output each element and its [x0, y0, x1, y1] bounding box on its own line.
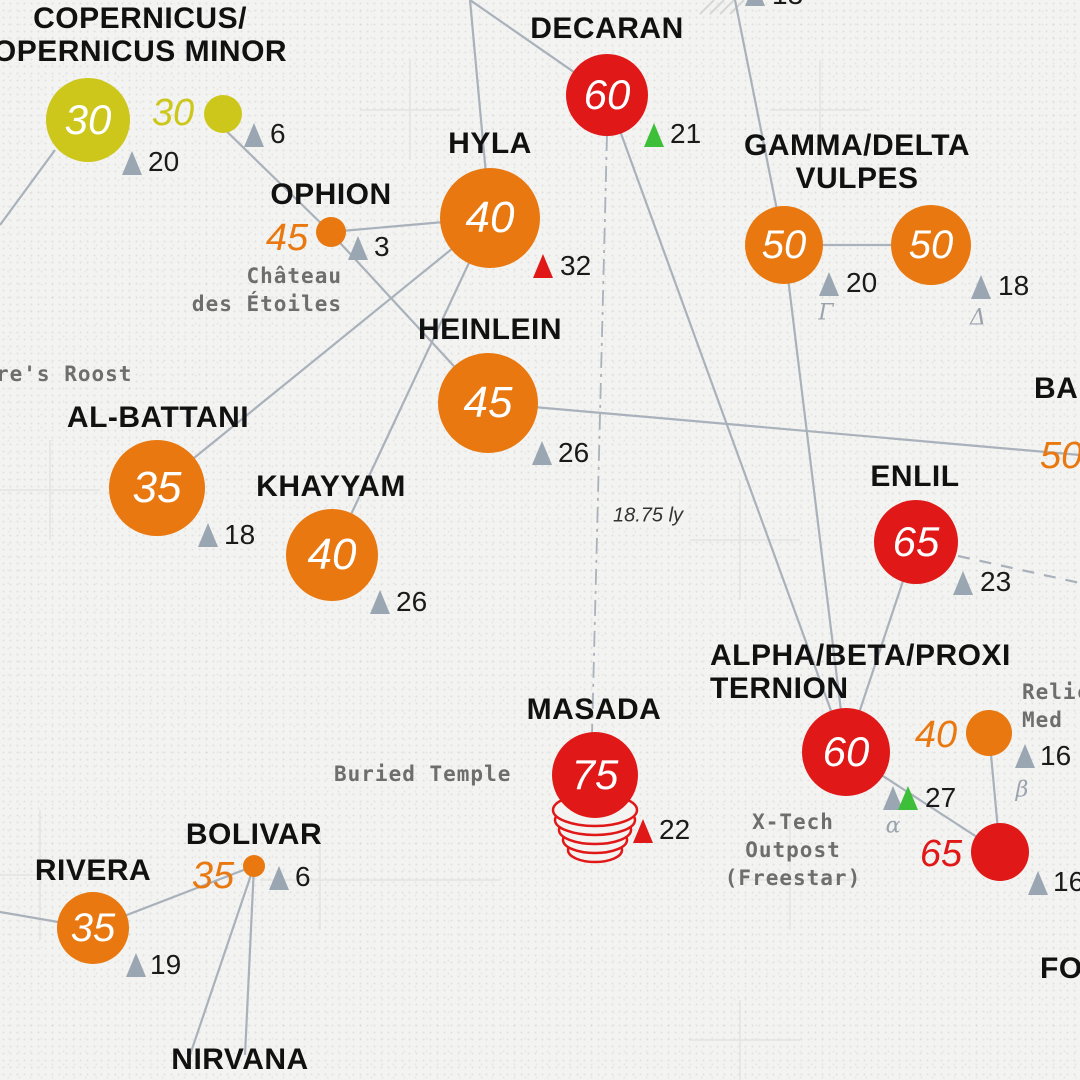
poi-buried-temple[interactable]: Buried Temple — [334, 762, 512, 786]
system-name-copernicus[interactable]: COPERNICUS/ OPERNICUS MINOR — [0, 2, 288, 68]
outpost-count-icon — [633, 819, 653, 843]
route-hyla-khayyam — [331, 217, 491, 556]
outpost-count-beta: 16 — [1040, 740, 1072, 771]
level-bann: 50 — [1040, 435, 1080, 477]
outpost-count-icon — [898, 786, 918, 810]
outpost-count-icon — [1015, 744, 1035, 768]
poi-x-tech-outpost[interactable]: X-Tech Outpost (Freestar) — [724, 810, 862, 890]
system-name-heinlein[interactable]: HEINLEIN — [417, 313, 563, 346]
system-name-alpha-beta-proxi-ternion[interactable]: ALPHA/BETA/PROXI TERNION — [710, 639, 1011, 705]
outpost-count-alpha: 27 — [925, 782, 957, 813]
moon-bolivar[interactable] — [243, 855, 265, 877]
greek-gamma-label: Γ — [818, 300, 834, 326]
outpost-count-gamma: 20 — [846, 267, 878, 298]
greek-beta-label: β — [1015, 777, 1029, 803]
system-name-nirvana[interactable]: NIRVANA — [171, 1043, 309, 1076]
outpost-count-icon — [348, 236, 368, 260]
outpost-count-hyla: 32 — [560, 250, 592, 281]
system-name-gamma-delta-vulpes[interactable]: GAMMA/DELTA VULPES — [743, 129, 971, 195]
route-hyla-albattani — [156, 217, 491, 489]
outpost-count-khayyam: 26 — [396, 586, 428, 617]
greek-alpha-label: α — [885, 813, 901, 839]
planet-khayyam[interactable]: 40 — [286, 509, 378, 601]
system-name-bann[interactable]: BANN — [1034, 372, 1080, 405]
moon-beta[interactable] — [966, 710, 1012, 756]
outpost-count-decaran: 21 — [670, 118, 702, 149]
outpost-count-icon — [122, 151, 142, 175]
system-name-khayyam[interactable]: KHAYYAM — [256, 470, 406, 503]
planet-decaran[interactable]: 60 — [566, 54, 648, 136]
outpost-count-icon — [532, 441, 552, 465]
planet-al-battani[interactable]: 35 — [109, 440, 205, 536]
grid-marks — [0, 60, 870, 1080]
system-name-al-battani[interactable]: AL-BATTANI — [66, 401, 250, 434]
outpost-count-icon — [745, 0, 765, 6]
outpost-count-icon — [533, 254, 553, 278]
planet-rivera[interactable]: 35 — [57, 892, 129, 964]
outpost-count-heinlein: 26 — [558, 437, 590, 468]
level-beta: 40 — [914, 714, 958, 756]
route-bolivar-nirvana-2 — [243, 865, 256, 1056]
outpost-count-icon — [644, 123, 664, 147]
outpost-count-bolivar: 6 — [295, 861, 311, 892]
outpost-count-icon — [1028, 871, 1048, 895]
planet-gamma-vulpes[interactable]: 50 — [745, 206, 823, 284]
distance-line — [591, 134, 608, 736]
greek-delta-label: Δ — [970, 305, 986, 331]
outpost-count-masada: 22 — [659, 814, 691, 845]
poi-roost[interactable]: re's Roost — [0, 362, 133, 386]
outpost-count-delta: 18 — [998, 270, 1030, 301]
outpost-count-icon — [819, 272, 839, 296]
route-copernicus-west — [0, 149, 56, 226]
outpost-count-icon — [953, 571, 973, 595]
distance-label: 18.75 ly — [610, 504, 686, 528]
level-proxi: 65 — [919, 833, 963, 875]
planet-alpha[interactable]: 60 — [802, 708, 890, 796]
level-ophion: 45 — [265, 217, 309, 259]
outpost-count-icon — [971, 275, 991, 299]
planet-hyla[interactable]: 40 — [440, 168, 540, 268]
moon-ophion[interactable] — [316, 217, 346, 247]
route-bolivar-nirvana-1 — [188, 865, 256, 1056]
outpost-count-top: 13 — [772, 0, 803, 10]
moon-proxi[interactable] — [971, 823, 1029, 881]
outpost-count-ophion: 3 — [374, 231, 390, 262]
route-enlil-east — [957, 554, 1080, 585]
planet-delta-vulpes[interactable]: 50 — [891, 205, 971, 285]
system-name-enlil[interactable]: ENLIL — [870, 460, 960, 493]
system-name-fo[interactable]: FO — [1040, 952, 1080, 985]
route-top-gamma — [733, 0, 786, 246]
poi-relic-med[interactable]: Relic Med — [1022, 680, 1080, 732]
system-name-ophion[interactable]: OPHION — [270, 178, 392, 211]
outpost-count-icon — [269, 866, 289, 890]
route-heinlein-bann — [487, 401, 1080, 457]
route-gamma-alpha — [782, 244, 848, 753]
outpost-count-al-battani: 18 — [224, 519, 256, 550]
level-copernicus-minor: 30 — [151, 92, 195, 134]
outpost-count-icon — [126, 953, 146, 977]
outpost-count-enlil: 23 — [980, 566, 1012, 597]
outpost-count-copernicus: 20 — [148, 146, 180, 177]
planet-copernicus[interactable]: 30 — [46, 78, 130, 162]
planet-heinlein[interactable]: 45 — [438, 353, 538, 453]
outpost-count-rivera: 19 — [150, 949, 182, 980]
outpost-count-copernicus-minor: 6 — [270, 118, 286, 149]
outpost-count-icon — [244, 123, 264, 147]
outpost-count-proxi: 16 — [1053, 866, 1080, 897]
planet-masada[interactable]: 75 — [552, 732, 638, 818]
outpost-count-icon — [370, 590, 390, 614]
system-name-rivera[interactable]: RIVERA — [34, 854, 152, 887]
level-bolivar: 35 — [191, 855, 235, 897]
system-name-bolivar[interactable]: BOLIVAR — [185, 818, 323, 851]
system-name-decaran[interactable]: DECARAN — [530, 12, 684, 45]
outpost-count-icon — [198, 523, 218, 547]
planet-enlil[interactable]: 65 — [874, 500, 958, 584]
system-name-hyla[interactable]: HYLA — [448, 127, 532, 160]
poi-chateau-des-etoiles[interactable]: Château des Étoiles — [191, 264, 342, 316]
moon-copernicus-minor[interactable] — [204, 95, 242, 133]
route-copernicus-ophion — [214, 119, 331, 233]
system-name-masada[interactable]: MASADA — [526, 693, 662, 726]
